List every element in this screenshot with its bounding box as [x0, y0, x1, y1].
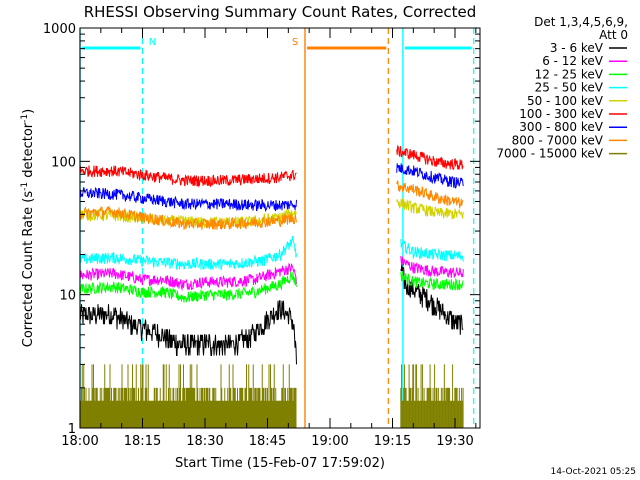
series-line	[400, 255, 464, 279]
y-axis-label-end: )	[21, 109, 36, 114]
legend-entry: 12 - 25 keV	[535, 67, 627, 81]
annotation-label: S	[292, 37, 298, 48]
series-line	[400, 239, 464, 262]
legend-label: 100 - 300 keV	[519, 107, 603, 121]
series-line	[79, 236, 297, 271]
legend-label: 6 - 12 keV	[542, 54, 604, 68]
x-tick-label: 19:15	[374, 434, 411, 449]
x-axis-label: Start Time (15-Feb-07 17:59:02)	[175, 456, 385, 471]
chart-title: RHESSI Observing Summary Count Rates, Co…	[84, 3, 477, 21]
legend-entry: 7000 - 15000 keV	[496, 147, 627, 161]
series-2	[79, 255, 464, 291]
series-line	[79, 165, 297, 188]
series-line	[79, 205, 297, 231]
y-axis-label-sup1: -1	[20, 182, 30, 191]
y-axis-label-mid: detector	[21, 122, 36, 182]
legend-entry: 25 - 50 keV	[535, 81, 627, 95]
legend-label: 12 - 25 keV	[535, 67, 604, 81]
x-axis: 18:00 18:15 18:30 18:45 19:00 19:15 19:30	[61, 28, 477, 449]
series-line	[400, 271, 464, 291]
legend-label: 25 - 50 keV	[535, 81, 604, 95]
x-tick-label: 18:30	[186, 434, 223, 449]
series-7	[79, 163, 464, 213]
series-1	[79, 263, 464, 365]
x-tick-label: 19:00	[311, 434, 348, 449]
y-tick-label: 100	[51, 155, 76, 170]
legend-label: 3 - 6 keV	[550, 41, 604, 55]
legend-entry: 100 - 300 keV	[519, 107, 627, 121]
x-tick-label: 18:45	[249, 434, 286, 449]
series-line	[396, 180, 464, 209]
series-3	[79, 271, 464, 303]
series-line	[396, 163, 464, 189]
y-tick-label: 1000	[43, 22, 76, 37]
legend-label: 800 - 7000 keV	[512, 133, 604, 147]
y-tick-label: 1	[68, 422, 76, 437]
x-tick-label: 18:15	[124, 434, 161, 449]
annotation-n: N	[79, 28, 475, 428]
y-axis: 1 10 100 1000	[43, 22, 480, 437]
legend-label: 50 - 100 keV	[527, 94, 604, 108]
series-line	[79, 271, 297, 303]
legend-entry: 50 - 100 keV	[527, 94, 627, 108]
series-line	[396, 144, 464, 171]
series-hash-segment	[400, 364, 464, 428]
legend-label: 7000 - 15000 keV	[496, 147, 603, 161]
legend-label: 300 - 800 keV	[519, 120, 603, 134]
y-axis-label-sup2: -1	[20, 114, 30, 123]
y-tick-label: 10	[59, 289, 76, 304]
legend-entry: 6 - 12 keV	[542, 54, 627, 68]
series-line	[79, 300, 297, 365]
series-9	[79, 364, 464, 428]
y-axis-label-main: Corrected Count Rate (s	[21, 191, 36, 348]
series-8	[79, 180, 464, 231]
x-tick-label: 18:00	[61, 434, 98, 449]
series-line	[400, 263, 464, 335]
legend-entry: 3 - 6 keV	[550, 41, 627, 55]
series-line	[79, 262, 297, 291]
series-hash-segment	[79, 364, 297, 428]
series-line	[396, 198, 464, 220]
x-tick-label: 19:30	[436, 434, 473, 449]
annotation-s: S	[292, 28, 389, 428]
series-line	[79, 187, 297, 213]
series-4	[79, 236, 464, 271]
annotation-label: N	[149, 37, 156, 48]
legend-header-2: Att 0	[599, 28, 628, 42]
legend-entry: 800 - 7000 keV	[512, 133, 627, 147]
legend-header-1: Det 1,3,4,5,6,9,	[534, 15, 628, 29]
y-axis-label: Corrected Count Rate (s-1 detector-1)	[20, 109, 36, 347]
legend-entry: 300 - 800 keV	[519, 120, 627, 134]
footer-date: 14-Oct-2021 05:25	[551, 467, 636, 477]
plot-frame	[79, 27, 481, 429]
series-6	[79, 144, 464, 188]
